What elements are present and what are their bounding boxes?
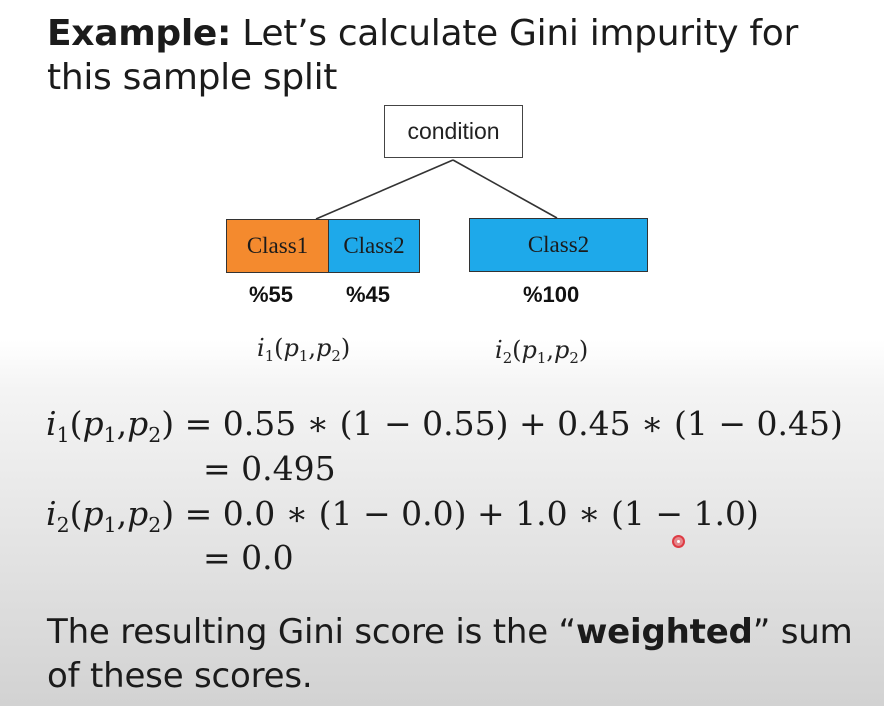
title-text: Let’s calculate Gini impurity for this s… [47,13,799,98]
footer-text: The resulting Gini score is the “weighte… [47,612,853,696]
right-impurity-label: i2(p1,p2) [495,336,589,368]
slide-title: Example: Let’s calculate Gini impurity f… [47,12,867,100]
equation-line-3: i2(p1,p2) = 0.0 ∗ (1 − 0.0) + 1.0 ∗ (1 −… [46,494,759,538]
edge-left [315,159,454,220]
condition-node: condition [384,105,523,158]
equation-line-4: = 0.0 [203,538,294,577]
edge-right [452,159,558,219]
equation-line-1: i1(p1,p2) = 0.55 ∗ (1 − 0.55) + 0.45 ∗ (… [46,404,843,448]
pct-class1: %55 [249,282,294,307]
leaf-class2-right: Class2 [469,218,648,272]
title-bold: Example: [47,13,232,54]
leaf-class2-left: Class2 [328,219,420,273]
cursor-pointer-dot [672,535,685,548]
left-impurity-label: i1(p1,p2) [257,334,351,366]
equation-line-2: = 0.495 [203,449,336,488]
footer-bold: weighted [575,612,753,652]
leaf-class1: Class1 [226,219,329,273]
pct-right: %100 [523,282,580,307]
pct-class2: %45 [346,282,391,307]
